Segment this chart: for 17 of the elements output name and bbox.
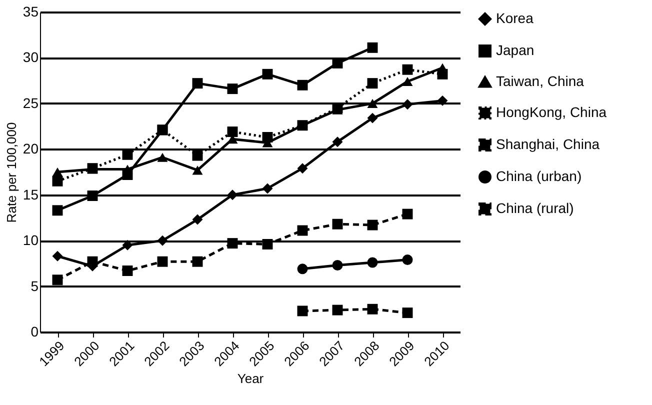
y-tick-label: 35 bbox=[22, 4, 39, 20]
y-tick-label: 0 bbox=[30, 324, 39, 340]
y-tick-label: 20 bbox=[22, 140, 39, 157]
legend-label: Shanghai, China bbox=[496, 136, 600, 152]
legend-label: Taiwan, China bbox=[496, 73, 584, 89]
y-axis-title: Rate per 100,000 bbox=[4, 122, 19, 223]
legend-label: China (urban) bbox=[496, 168, 582, 184]
y-tick-label: 30 bbox=[22, 49, 39, 66]
y-tick-label: 25 bbox=[22, 94, 39, 111]
legend-label: Japan bbox=[496, 42, 534, 58]
y-tick-label: 15 bbox=[22, 186, 39, 202]
y-tick-label: 5 bbox=[30, 278, 39, 294]
legend-label: China (rural) bbox=[496, 200, 574, 216]
legend-label: HongKong, China bbox=[496, 104, 607, 120]
legend-label: Korea bbox=[496, 10, 534, 26]
x-axis-title: Year bbox=[237, 371, 264, 386]
y-tick-label: 10 bbox=[22, 232, 39, 248]
